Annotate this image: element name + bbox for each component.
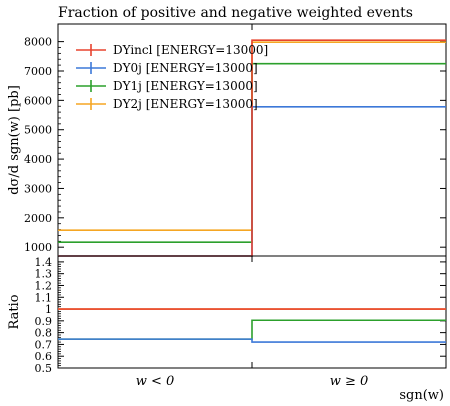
y-tick-label: 7000: [24, 65, 52, 78]
y-tick-label: 1: [45, 303, 52, 316]
legend-entry-label: DY0j [ENERGY=13000]: [113, 61, 258, 75]
y-tick-label: 0.5: [35, 362, 53, 375]
ratio-series: [58, 308, 446, 343]
series-line-dy1j: [58, 319, 446, 340]
y-tick-label: 1000: [24, 241, 52, 254]
x-category-label: w < 0: [136, 374, 175, 389]
x-axis-label: sgn(w): [399, 388, 444, 403]
main-y-axis-label: dσ/d sgn(w) [pb]: [7, 85, 22, 195]
y-tick-label: 6000: [24, 94, 52, 107]
ratio-frame: [57, 255, 447, 369]
main-y-ticks: 1000 2000 3000 4000 5000 6000 7000 8000: [24, 24, 446, 256]
y-tick-label: 0.6: [35, 350, 53, 363]
legend-entry-label: DYincl [ENERGY=13000]: [113, 43, 268, 57]
legend: DYincl [ENERGY=13000] DY0j [ENERGY=13000]…: [76, 43, 268, 111]
y-tick-label: 5000: [24, 124, 52, 137]
ratio-y-ticks: 0.50.60.70.80.911.11.21.31.4: [35, 256, 446, 375]
ratio-y-axis-label: Ratio: [7, 294, 22, 329]
y-tick-label: 1.1: [35, 291, 53, 304]
y-tick-label: 0.9: [35, 315, 53, 328]
y-tick-label: 0.8: [35, 327, 53, 340]
x-category-labels: w < 0 w ≥ 0: [136, 374, 369, 389]
y-tick-label: 3000: [24, 182, 52, 195]
y-tick-label: 4000: [24, 153, 52, 166]
y-tick-label: 2000: [24, 212, 52, 225]
y-tick-label: 1.4: [35, 256, 53, 269]
x-category-label: w ≥ 0: [330, 374, 369, 389]
y-tick-label: 1.2: [35, 279, 53, 292]
y-tick-label: 0.7: [35, 338, 53, 351]
legend-entry-label: DY2j [ENERGY=13000]: [113, 97, 258, 111]
y-tick-label: 1.3: [35, 268, 53, 281]
y-tick-label: 8000: [24, 36, 52, 49]
series-line-dy0j: [58, 338, 446, 343]
chart-title: Fraction of positive and negative weight…: [58, 5, 413, 21]
ratio-panel: 0.50.60.70.80.911.11.21.31.4 Ratio: [7, 255, 447, 375]
legend-entry-label: DY1j [ENERGY=13000]: [113, 79, 258, 93]
main-panel: 1000 2000 3000 4000 5000 6000 7000 8000 DYincl …: [7, 23, 447, 257]
